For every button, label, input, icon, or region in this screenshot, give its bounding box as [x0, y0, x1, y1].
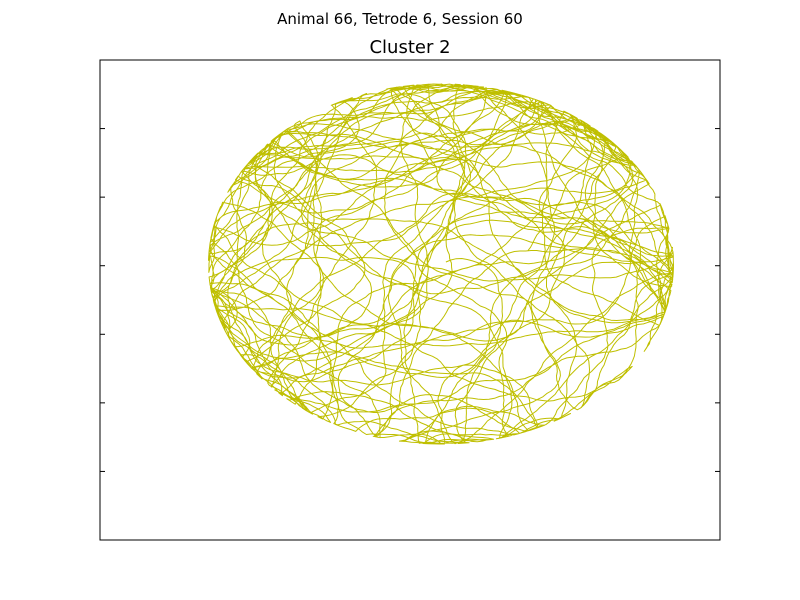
chart-title: Cluster 2	[369, 37, 450, 58]
axes-frame	[99, 59, 721, 541]
y-ticks	[100, 128, 720, 472]
trajectory-line	[208, 83, 674, 445]
figure-suptitle: Animal 66, Tetrode 6, Session 60	[277, 10, 523, 28]
trajectory-trace	[208, 83, 674, 445]
plot-area	[99, 59, 721, 541]
